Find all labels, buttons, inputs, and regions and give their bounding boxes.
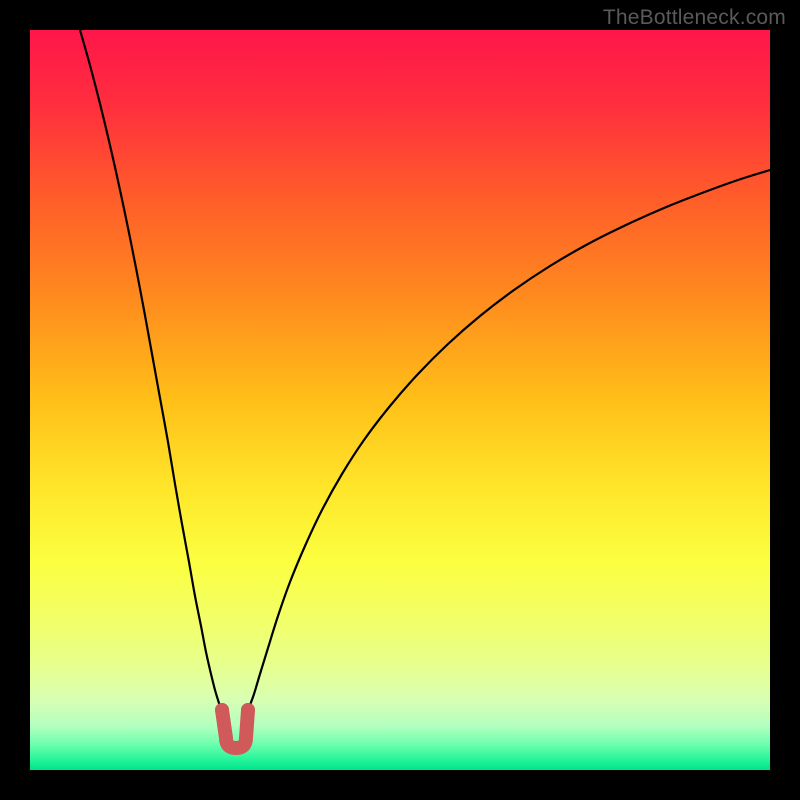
- plot-area: [30, 30, 770, 770]
- watermark-label: TheBottleneck.com: [603, 6, 786, 30]
- chart-svg: [30, 30, 770, 770]
- chart-frame: TheBottleneck.com: [0, 0, 800, 800]
- gradient-background: [30, 30, 770, 770]
